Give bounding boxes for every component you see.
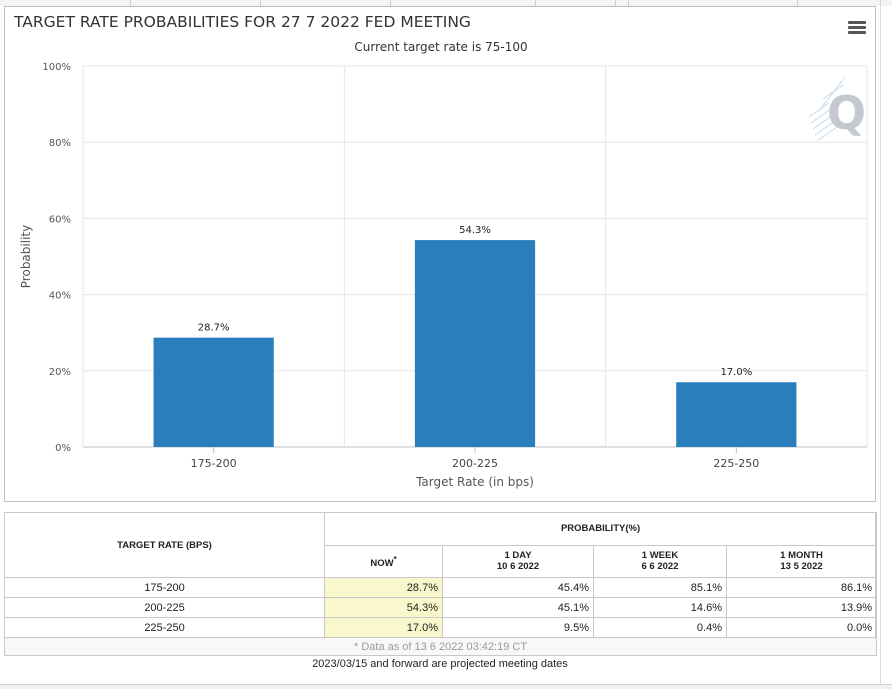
probability-cell: 86.1% xyxy=(725,577,878,598)
table-row: 225-250 17.0% 9.5% 0.4% 0.0% xyxy=(4,617,878,638)
y-tick-label: 60% xyxy=(49,214,71,225)
column-header-label: 1 WEEK xyxy=(641,550,679,562)
y-tick-label: 80% xyxy=(49,138,71,149)
column-header-date: 6 6 2022 xyxy=(641,561,679,573)
probability-cell: 85.1% xyxy=(593,577,727,598)
table-row: 175-200 28.7% 45.4% 85.1% 86.1% xyxy=(4,577,878,598)
column-header-label: 1 MONTH xyxy=(780,550,823,562)
q-logo-icon: Q xyxy=(808,76,865,142)
x-tick-label: 175-200 xyxy=(191,457,237,470)
chart-title: TARGET RATE PROBABILITIES FOR 27 7 2022 … xyxy=(14,13,471,31)
y-tick-label: 40% xyxy=(49,291,71,302)
y-tick-label: 0% xyxy=(55,443,71,454)
data-label: 28.7% xyxy=(198,323,230,334)
x-tick-label: 200-225 xyxy=(452,457,498,470)
column-header-date: 13 5 2022 xyxy=(780,561,823,573)
y-tick-label: 20% xyxy=(49,367,71,378)
probability-table: TARGET RATE (BPS) PROBABILITY(%) NOW* 1 D… xyxy=(3,512,878,656)
x-axis-label: Target Rate (in bps) xyxy=(415,475,534,489)
divider xyxy=(0,684,892,689)
target-rate-cell: 175-200 xyxy=(4,577,325,598)
probability-cell: 0.4% xyxy=(593,617,727,638)
probability-cell: 0.0% xyxy=(725,617,878,638)
bar xyxy=(414,240,536,447)
column-header-label: 1 DAY xyxy=(504,550,532,562)
probability-cell: 9.5% xyxy=(442,617,594,638)
data-label: 17.0% xyxy=(720,367,752,378)
column-header-label: NOW xyxy=(370,557,394,569)
table-row: 200-225 54.3% 45.1% 14.6% 13.9% xyxy=(4,597,878,618)
probability-cell: 14.6% xyxy=(593,597,727,618)
column-header-footnote-mark: * xyxy=(393,554,397,564)
bar-chart: 0% 20% 40% 60% 80% 100% 28.7% 175-200 54.3% 200-2… xyxy=(19,62,868,489)
y-tick-label: 100% xyxy=(42,62,71,73)
watermark-letter: Q xyxy=(827,86,865,140)
probability-table-panel: TARGET RATE (BPS) PROBABILITY(%) NOW* 1 D… xyxy=(3,512,878,656)
probability-cell: 45.1% xyxy=(442,597,594,618)
data-as-of-footnote: * Data as of 13 6 2022 03:42:19 CT xyxy=(3,637,878,656)
data-label: 54.3% xyxy=(459,225,491,236)
probability-cell: 28.7% xyxy=(324,577,443,598)
probability-cell: 17.0% xyxy=(324,617,443,638)
top-tab-strip xyxy=(0,0,892,6)
column-header: 1 WEEK 6 6 2022 xyxy=(593,544,727,578)
bar xyxy=(676,382,797,447)
column-header-date: 10 6 2022 xyxy=(496,561,540,573)
probability-header: PROBABILITY(%) xyxy=(323,512,878,546)
column-header: 1 MONTH 13 5 2022 xyxy=(725,544,878,578)
y-axis-label: Probability xyxy=(19,225,33,288)
target-rate-cell: 200-225 xyxy=(4,597,325,618)
target-rate-header: TARGET RATE (BPS) xyxy=(4,512,325,578)
hamburger-menu-icon[interactable] xyxy=(848,21,866,35)
chart-panel: 0% 20% 40% 60% 80% 100% 28.7% 175-200 54.3% 200-2… xyxy=(4,6,876,502)
target-rate-cell: 225-250 xyxy=(4,617,325,638)
chart-subtitle: Current target rate is 75-100 xyxy=(354,40,528,54)
column-header: 1 DAY 10 6 2022 xyxy=(442,544,594,578)
probability-cell: 54.3% xyxy=(324,597,443,618)
x-tick-label: 225-250 xyxy=(713,457,759,470)
bar xyxy=(153,337,274,447)
probability-cell: 13.9% xyxy=(725,597,878,618)
projected-dates-note: 2023/03/15 and forward are projected mee… xyxy=(312,658,568,670)
column-header: NOW* xyxy=(324,544,443,578)
probability-cell: 45.4% xyxy=(442,577,594,598)
divider xyxy=(880,0,881,689)
